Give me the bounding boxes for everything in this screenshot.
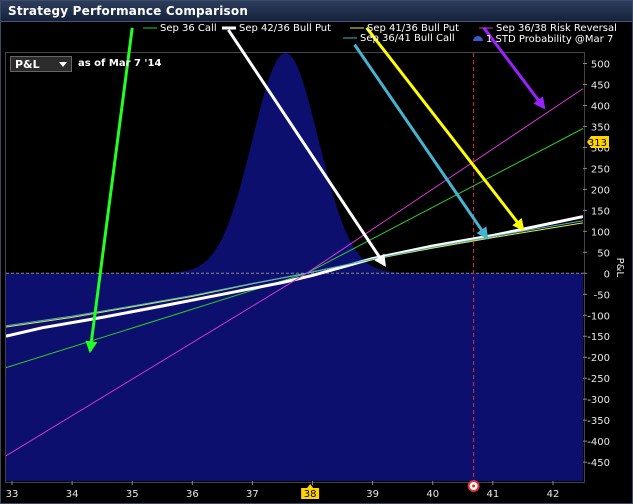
x-tick-label: 34: [66, 489, 79, 500]
plot-area: [6, 53, 583, 481]
y-tick-label: -50: [594, 290, 610, 301]
legend-item-label: Sep 36/41 Bull Call: [360, 33, 455, 44]
x-tick-label: 39: [366, 489, 379, 500]
series-line-2: [6, 215, 583, 338]
annotation-arrow: [365, 26, 525, 232]
y-tick-label: -400: [587, 437, 610, 448]
as-of-date: as of Mar 7 '14: [78, 58, 162, 69]
x-tick-label: 35: [126, 489, 139, 500]
window-title: Strategy Performance Comparison: [8, 4, 249, 18]
x-tick-label: 37: [246, 489, 259, 500]
y-tick-label: 300: [591, 143, 610, 154]
x-tick-label: 40: [426, 489, 439, 500]
legend-item-label: Sep 36 Call: [160, 23, 217, 34]
y-tick-label: -300: [587, 395, 610, 406]
plot-frame: [5, 52, 585, 483]
y-tick-label: 450: [591, 80, 610, 91]
y-tick-label: 250: [591, 164, 610, 175]
series-line-4: [6, 220, 583, 327]
annotation-arrow: [482, 26, 546, 110]
legend-item-label: Sep 36/38 Risk Reversal: [496, 23, 617, 34]
annotation-arrow: [227, 29, 386, 267]
y-tick-label: 100: [591, 227, 610, 238]
x-tick-label: 42: [547, 489, 560, 500]
x-tick-label: 33: [6, 489, 19, 500]
current-price-marker: [301, 484, 320, 499]
x-tick-label: 41: [486, 489, 499, 500]
y-tick-label: 500: [591, 59, 610, 70]
y-tick-label: -250: [587, 374, 610, 385]
legend-item-label: Sep 41/36 Bull Put: [367, 23, 459, 34]
title-bar: Strategy Performance Comparison: [1, 1, 632, 22]
y-tick-label: 200: [591, 185, 610, 196]
distribution-legend-icon: [473, 36, 483, 41]
series-line-5: [6, 88, 583, 457]
annotation-arrow: [353, 43, 489, 240]
legend-item-label: 1 STD Probability @Mar 7: [486, 34, 613, 45]
x-tick-label: 36: [186, 489, 199, 500]
y-tick-label: 150: [591, 206, 610, 217]
y-axis-label: P&L: [614, 258, 625, 278]
annotation-arrow: [85, 27, 134, 354]
y-tick-label: -450: [587, 458, 610, 469]
current-pnl-label: 313: [588, 138, 607, 149]
y-tick-label: -200: [587, 353, 610, 364]
current-pnl-marker: [587, 135, 609, 148]
metric-dropdown[interactable]: P&L: [10, 56, 72, 72]
y-tick-label: 400: [591, 101, 610, 112]
y-tick-label: -350: [587, 416, 610, 427]
metric-dropdown-value: P&L: [15, 58, 40, 71]
y-tick-label: -150: [587, 332, 610, 343]
y-tick-label: 350: [591, 122, 610, 133]
legend-item-label: Sep 42/36 Bull Put: [239, 23, 331, 34]
reference-marker-dot: [472, 484, 476, 488]
y-tick-label: -100: [587, 311, 610, 322]
y-tick-label: 0: [604, 269, 610, 280]
y-tick-label: 50: [597, 248, 610, 259]
chevron-down-icon[interactable]: [59, 62, 67, 67]
probability-distribution: [6, 53, 583, 481]
current-price-label: 38: [304, 489, 317, 500]
